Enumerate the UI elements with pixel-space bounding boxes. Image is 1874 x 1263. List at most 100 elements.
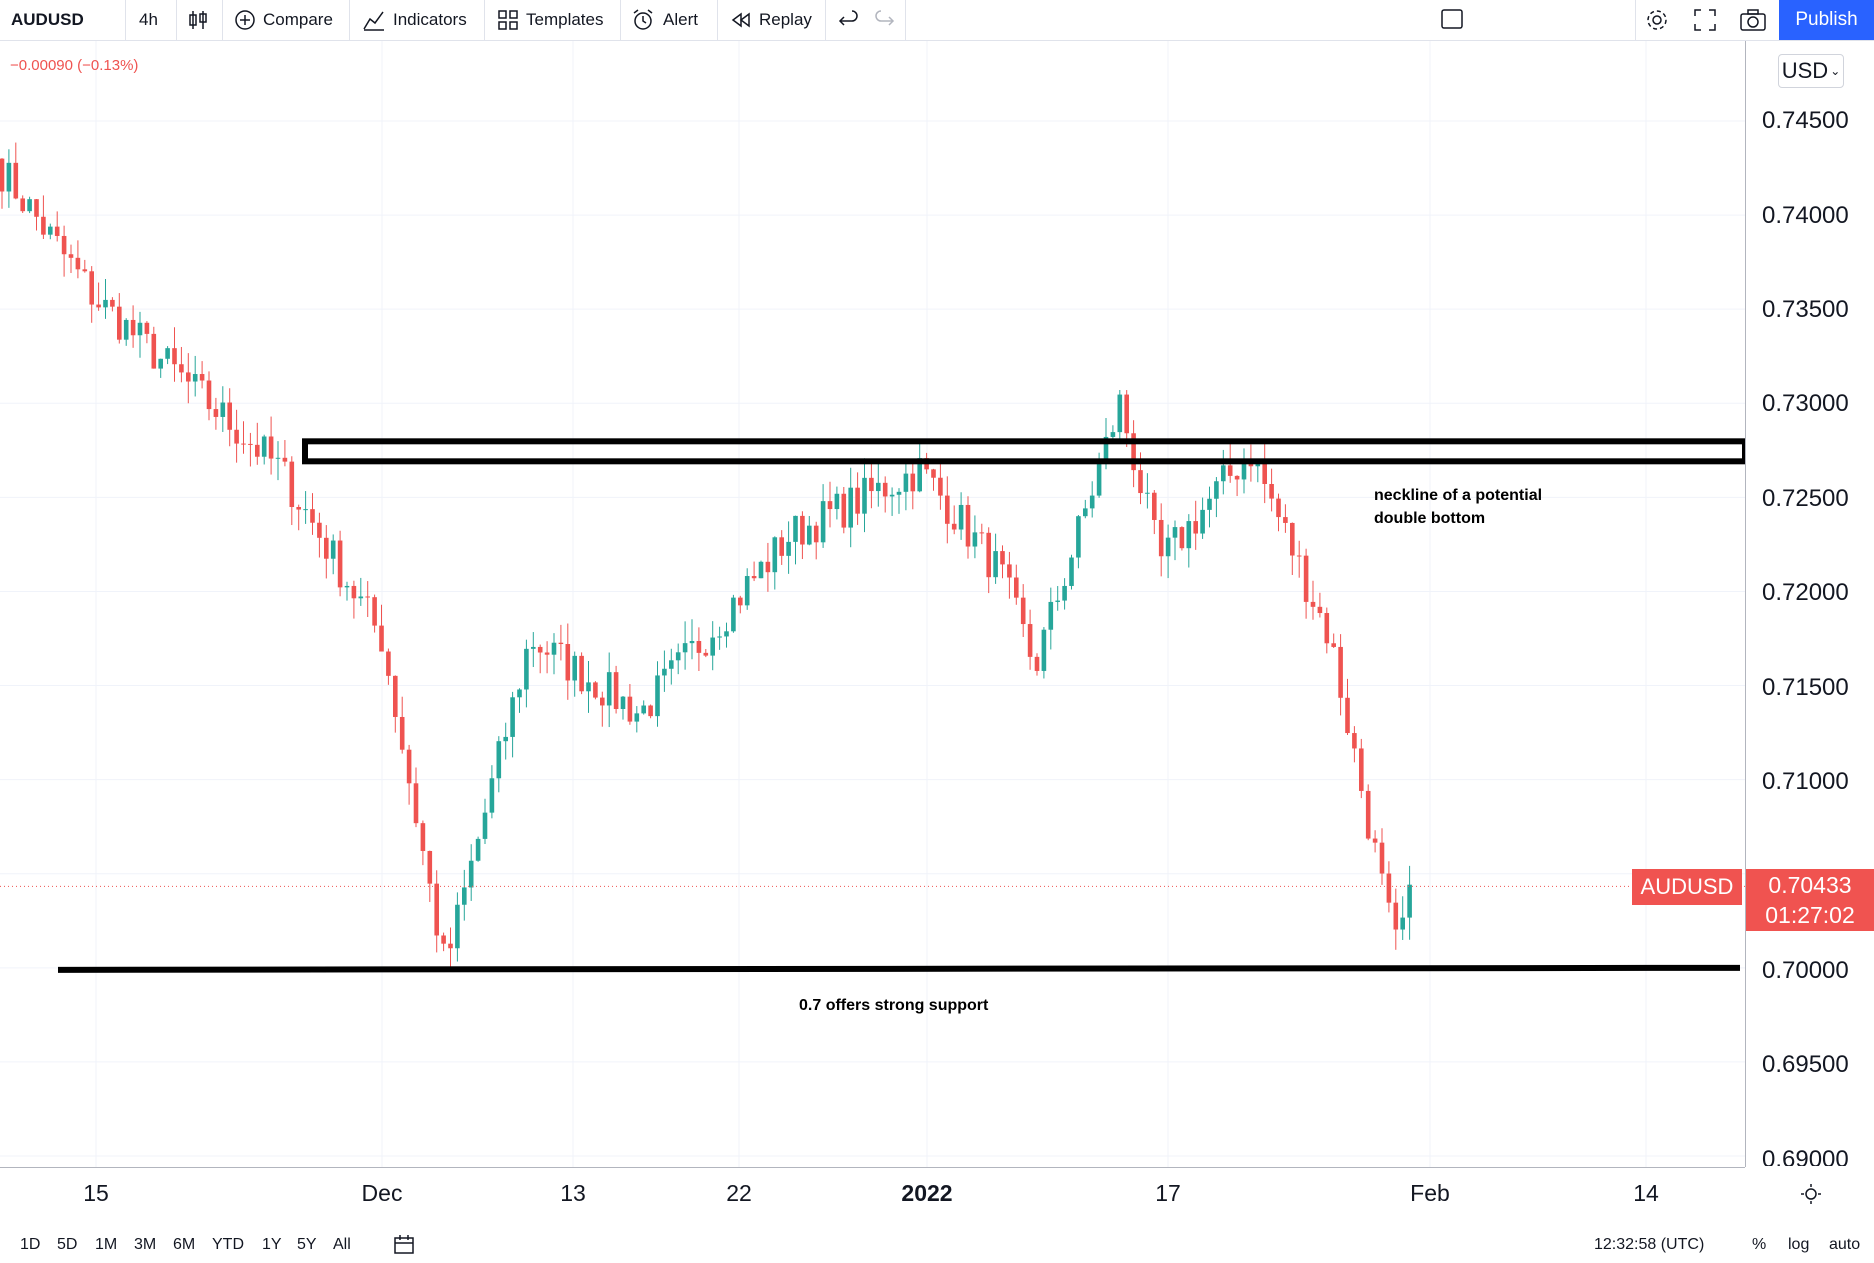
candle-body — [1227, 465, 1233, 476]
candle-body — [455, 904, 460, 949]
range-1y[interactable]: 1Y — [262, 1236, 282, 1253]
neckline-rectangle[interactable] — [302, 438, 1748, 465]
candle-body — [579, 655, 584, 692]
layout-button[interactable] — [1440, 0, 1464, 40]
goto-date-button[interactable] — [393, 1234, 417, 1261]
candle-body — [6, 162, 12, 192]
settings-button[interactable] — [1644, 0, 1670, 40]
scale-settings-button[interactable] — [1800, 1183, 1822, 1210]
divider — [484, 0, 485, 40]
publish-button[interactable]: Publish — [1779, 0, 1874, 40]
candle-body — [282, 457, 288, 462]
candle-body — [441, 935, 446, 944]
currency-select[interactable]: USD ⌄ — [1778, 54, 1844, 88]
candle-body — [1241, 460, 1247, 480]
candle-body — [1331, 643, 1336, 647]
symbol-search[interactable]: AUDUSD — [11, 0, 84, 40]
indicators-button[interactable]: Indicators — [362, 0, 467, 40]
price-tick: 0.72500 — [1762, 485, 1849, 512]
candle-body — [765, 561, 771, 573]
range-ytd[interactable]: YTD — [212, 1236, 244, 1253]
divider — [222, 0, 223, 40]
chart-pane[interactable] — [0, 41, 1748, 1167]
snapshot-button[interactable] — [1739, 0, 1767, 40]
support-annotation: 0.7 offers strong support — [799, 997, 989, 1014]
divider — [176, 0, 177, 40]
chart-type-button[interactable] — [187, 0, 209, 40]
time-scale[interactable] — [0, 1167, 1745, 1220]
range-all[interactable]: All — [333, 1236, 351, 1253]
candle-body — [27, 199, 32, 212]
candle-body — [1048, 601, 1054, 630]
candle-body — [96, 304, 101, 308]
candle-body — [606, 672, 612, 706]
range-5d[interactable]: 5D — [57, 1236, 78, 1253]
square-layout-icon — [1441, 9, 1463, 29]
candle-body — [820, 501, 826, 543]
candle-body — [1041, 629, 1047, 671]
log-toggle[interactable]: log — [1788, 1236, 1810, 1253]
candle-body — [876, 482, 881, 492]
undo-button[interactable] — [838, 0, 860, 40]
alert-button[interactable]: Alert — [632, 0, 698, 40]
divider — [620, 0, 621, 40]
percent-toggle[interactable]: % — [1752, 1236, 1767, 1253]
support-line[interactable] — [57, 964, 1741, 973]
time-tick: 15 — [83, 1180, 109, 1206]
range-5y[interactable]: 5Y — [297, 1236, 317, 1253]
templates-button[interactable]: Templates — [497, 0, 603, 40]
candle-body — [813, 525, 819, 543]
candle-body — [1352, 733, 1357, 749]
divider — [349, 0, 350, 40]
candle-body — [82, 269, 88, 272]
fullscreen-button[interactable] — [1693, 0, 1717, 40]
candle-body — [234, 429, 239, 444]
candle-body — [931, 469, 936, 478]
compare-label: Compare — [263, 10, 333, 29]
utc-clock[interactable]: 12:32:58 (UTC) — [1594, 1236, 1705, 1253]
currency-label: USD — [1781, 58, 1829, 83]
range-1d[interactable]: 1D — [20, 1236, 41, 1253]
candle-body — [317, 522, 322, 538]
price-tick: 0.74500 — [1762, 107, 1849, 134]
candle-body — [889, 494, 895, 497]
range-6m[interactable]: 6M — [173, 1236, 196, 1253]
candle-body — [1055, 600, 1060, 602]
candle-body — [462, 887, 467, 905]
candle-body — [1193, 521, 1198, 534]
candle-body — [248, 443, 253, 445]
candle-body — [1145, 492, 1150, 494]
price-tick: 0.74000 — [1762, 202, 1849, 229]
compare-button[interactable]: Compare — [234, 0, 333, 40]
interval-button[interactable]: 4h — [139, 0, 158, 40]
candle-body — [1179, 527, 1185, 549]
candle-body — [1317, 606, 1323, 614]
neckline-annotation-line1: neckline of a potential — [1374, 487, 1543, 504]
candle-body — [703, 652, 709, 656]
candle-body — [386, 651, 391, 676]
candle-body — [717, 636, 722, 638]
candle-body — [330, 540, 336, 559]
candle-body — [779, 537, 784, 556]
neckline-annotation: neckline of a potential double bottom — [1374, 484, 1542, 530]
candle-body — [1138, 470, 1143, 494]
redo-button[interactable] — [873, 0, 895, 40]
candle-body — [379, 625, 384, 652]
replay-button[interactable]: Replay — [730, 0, 812, 40]
candle-body — [1117, 394, 1123, 433]
price-scale[interactable] — [1745, 41, 1874, 1167]
range-3m[interactable]: 3M — [134, 1236, 157, 1253]
candle-body — [565, 644, 571, 681]
candlestick-chart[interactable] — [0, 41, 1748, 1167]
candle-body — [696, 640, 702, 653]
candle-body — [303, 509, 308, 511]
candle-body — [524, 648, 529, 690]
auto-toggle[interactable]: auto — [1829, 1236, 1861, 1253]
range-1m[interactable]: 1M — [95, 1236, 118, 1253]
candle-body — [1165, 537, 1171, 557]
bar-countdown: 01:27:02 — [1765, 902, 1855, 928]
candle-body — [151, 333, 157, 369]
last-price-label: 0.70433 01:27:02 — [1746, 869, 1874, 931]
candle-body — [510, 697, 515, 737]
candle-body — [0, 158, 5, 192]
